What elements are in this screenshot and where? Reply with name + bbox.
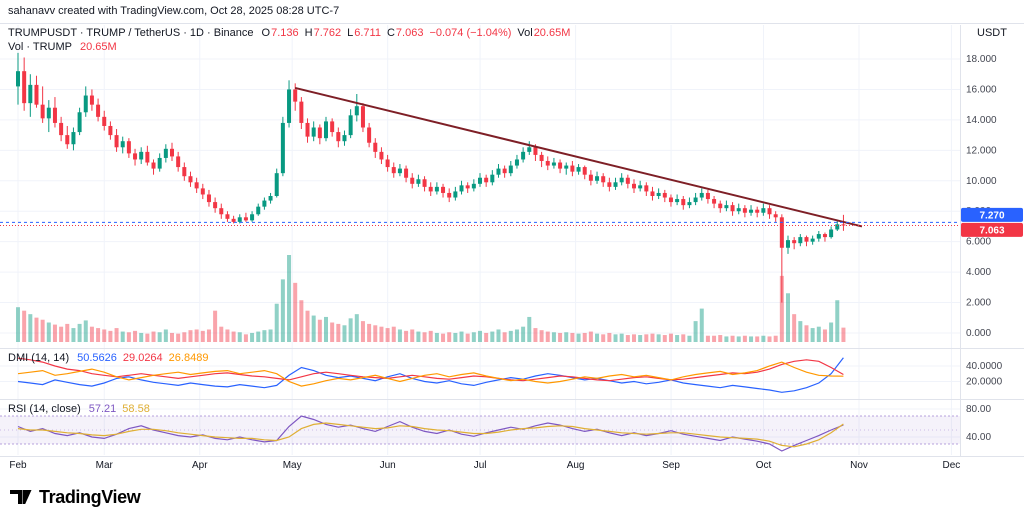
pane-separators — [0, 23, 1024, 457]
open-value: 7.136 — [271, 27, 299, 39]
month-label: Apr — [192, 460, 208, 471]
rsi-value: 57.21 — [88, 403, 117, 415]
high-value: 7.762 — [313, 27, 342, 39]
dmi-legend[interactable]: DMI (14, 14) 50.5626 29.0264 26.8489 — [8, 352, 214, 364]
month-label: Feb — [9, 460, 27, 471]
tradingview-logo-text: TradingView — [39, 487, 141, 507]
price-tick-label: 18.000 — [966, 54, 997, 65]
descending-trendline[interactable] — [294, 86, 863, 228]
rsi-line-rsi[interactable] — [17, 415, 844, 452]
high-label: H — [304, 27, 313, 39]
month-label: Jun — [380, 460, 396, 471]
dmi-line-ADX[interactable] — [17, 361, 844, 387]
dmi-tick-label: 20.0000 — [966, 376, 1003, 387]
dmi-adx-value: 26.8489 — [168, 352, 209, 364]
close-label: C — [386, 27, 395, 39]
volume-layer — [16, 255, 846, 342]
dmi-line-+DI[interactable] — [17, 357, 844, 393]
price-tick-label: 16.000 — [966, 84, 997, 95]
price-tick-label: 10.000 — [966, 176, 997, 187]
attribution-text: sahanavv created with TradingView.com, O… — [8, 5, 340, 17]
dmi-plus-di-value: 50.5626 — [77, 352, 117, 364]
symbol-title[interactable]: TRUMPUSDT · TRUMP / TetherUS · 1D · Bina… — [8, 27, 254, 39]
ohlc-high: H7.762 — [305, 27, 341, 39]
month-label: May — [283, 460, 302, 471]
candles-layer — [16, 52, 846, 303]
volume-legend-value: 20.65M — [79, 41, 117, 53]
volume-legend[interactable]: Vol · TRUMP 20.65M — [8, 41, 117, 53]
change-value: −0.074 (−1.04%) — [429, 27, 512, 39]
low-value: 6.711 — [354, 27, 381, 39]
tradingview-logo-mark — [10, 490, 32, 504]
dmi-legend-title: DMI (14, 14) — [8, 352, 70, 364]
month-label: Aug — [567, 460, 585, 471]
price-tick-label: 4.000 — [966, 267, 991, 278]
volume-inline-value: 20.65M — [533, 27, 571, 39]
last-price-badge-text: 7.270 — [979, 210, 1004, 221]
rsi-tick-label: 80.00 — [966, 404, 991, 415]
symbol-legend[interactable]: TRUMPUSDT · TRUMP / TetherUS · 1D · Bina… — [8, 27, 576, 39]
price-tick-label: 12.000 — [966, 145, 997, 156]
month-label: Dec — [943, 460, 961, 471]
open-label: O — [261, 27, 271, 39]
price-axis-currency[interactable]: USDT — [977, 27, 1007, 39]
price-tick-label: 14.000 — [966, 115, 997, 126]
volume-inline-label: Vol — [517, 27, 533, 39]
month-label: Nov — [850, 460, 868, 471]
close-price-badge — [961, 222, 1023, 237]
rsi-line-ma[interactable] — [17, 422, 844, 448]
volume-inline: Vol20.65M — [517, 27, 570, 39]
rsi-ma-value: 58.58 — [122, 403, 150, 415]
dmi-minus-di-value: 29.0264 — [122, 352, 163, 364]
month-label: Sep — [662, 460, 680, 471]
rsi-legend[interactable]: RSI (14, close) 57.21 58.58 — [8, 403, 156, 415]
rsi-tick-label: 40.00 — [966, 432, 991, 443]
grid-layer: 18.00016.00014.00012.00010.0008.0006.000… — [0, 25, 1003, 471]
close-price-badge-text: 7.063 — [979, 225, 1004, 236]
price-tick-label: 6.000 — [966, 237, 991, 248]
month-label: Jul — [474, 460, 487, 471]
close-value: 7.063 — [395, 27, 424, 39]
price-tick-label: 0.000 — [966, 328, 991, 339]
tradingview-logo[interactable]: TradingView — [10, 487, 141, 508]
month-label: Oct — [756, 460, 772, 471]
ohlc-close: C7.063 — [387, 27, 423, 39]
ohlc-low: L6.711 — [347, 27, 381, 39]
last-price-badge — [961, 207, 1023, 222]
volume-legend-title: Vol · TRUMP — [8, 41, 72, 53]
rsi-legend-title: RSI (14, close) — [8, 403, 81, 415]
ohlc-open: O7.136 — [262, 27, 299, 39]
low-label: L — [347, 27, 354, 39]
price-tick-label: 2.000 — [966, 298, 991, 309]
month-label: Mar — [96, 460, 114, 471]
dmi-tick-label: 40.0000 — [966, 361, 1003, 372]
